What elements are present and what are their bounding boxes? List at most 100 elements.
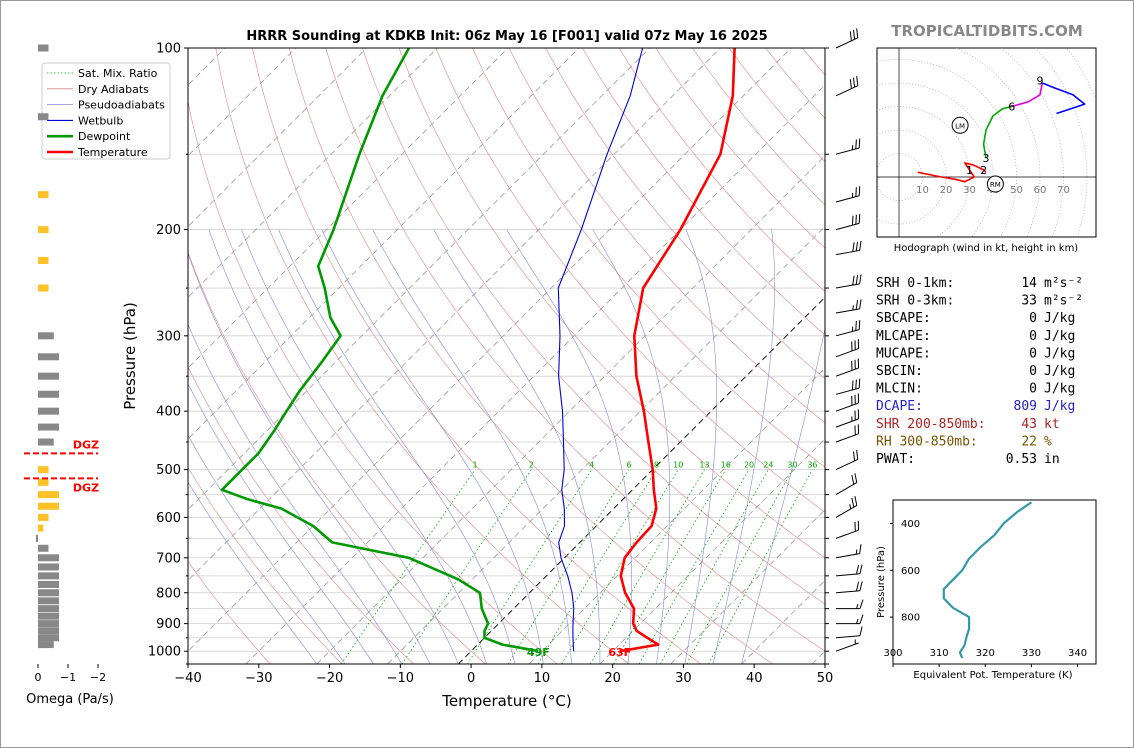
- x-tick-label: −30: [245, 671, 272, 686]
- hodograph-height-label: 9: [1037, 75, 1044, 88]
- mixing-ratio-label: 2: [529, 461, 534, 470]
- wind-barb-full: [856, 28, 859, 38]
- wind-barb-shaft: [835, 642, 859, 652]
- index-value: 14: [1021, 276, 1037, 291]
- wind-barb-shaft: [835, 387, 860, 395]
- mixing-ratio-label: 8: [654, 461, 659, 470]
- skewt-y-axis-label: Pressure (hPa): [121, 302, 139, 410]
- moist-adiabat-line: [712, 229, 775, 664]
- mixing-ratio-line: [561, 469, 679, 664]
- omega-bar: [38, 563, 59, 571]
- isotherm-line: [188, 48, 509, 369]
- wind-barb: [835, 449, 859, 471]
- index-label: SBCIN:: [876, 364, 923, 379]
- omega-bar: [38, 423, 59, 431]
- wind-barb: [835, 240, 862, 256]
- wind-barb-shaft: [835, 85, 858, 97]
- wind-barb-full: [858, 138, 861, 149]
- wind-barb: [835, 564, 863, 577]
- omega-bar: [38, 589, 59, 597]
- dry-adiabat-line: [545, 48, 825, 380]
- omega-bar: [38, 634, 59, 642]
- theta-e-panel: 300 310 320 330 340 400 600 800: [883, 501, 1087, 667]
- wind-barb-shaft: [835, 329, 860, 337]
- wind-barb-full: [856, 449, 859, 460]
- storm-motion-label: LM: [955, 122, 965, 130]
- index-value: 0.53: [1006, 452, 1037, 467]
- omega-x-tick-label: −2: [90, 671, 106, 684]
- isotherm-line: [528, 367, 825, 664]
- moist-adiabat-line: [241, 229, 487, 664]
- dry-adiabat-line: [472, 48, 825, 468]
- wind-barb-full: [857, 358, 860, 369]
- y-tick-label: 500: [156, 463, 181, 478]
- wind-barb-shaft: [835, 635, 860, 639]
- omega-bar: [38, 544, 49, 552]
- wind-barb: [835, 496, 858, 518]
- hodograph-caption: Hodograph (wind in kt, height in km): [894, 243, 1079, 254]
- x-tick-label: 20: [604, 671, 621, 686]
- x-tick-label: 30: [675, 671, 692, 686]
- mixing-ratio-label: 10: [673, 461, 683, 470]
- wind-barb-full: [852, 29, 856, 40]
- index-unit: m²s⁻²: [1044, 276, 1083, 291]
- index-value: 22: [1021, 434, 1037, 449]
- y-tick-label: 300: [156, 329, 181, 344]
- index-unit: %: [1044, 434, 1052, 449]
- omega-bar: [38, 478, 49, 486]
- omega-panel: 0 −1 −2 DGZ DGZ: [24, 44, 106, 684]
- legend-label: Sat. Mix. Ratio: [78, 67, 158, 80]
- wind-barb-full: [857, 409, 860, 419]
- isotherm-line: [458, 296, 825, 664]
- wind-barb: [835, 28, 859, 49]
- wind-barb-full: [851, 497, 855, 508]
- hodograph: 1020304050607012369LMRM: [877, 48, 1096, 237]
- index-value: 0: [1029, 382, 1037, 397]
- surface-dewpoint-label: 49F: [527, 646, 550, 659]
- index-label: MLCAPE:: [876, 329, 931, 344]
- hodograph-frame: [876, 47, 1097, 238]
- dry-adiabat-line: [252, 48, 701, 664]
- omega-bar: [38, 612, 59, 620]
- hodograph-ring-label: 10: [916, 185, 929, 196]
- skewt-axes: −40 −30 −20 −10 0 10 20 30 40 50 100 200 300 400 500 60…: [148, 42, 833, 687]
- index-unit: J/kg: [1044, 329, 1075, 344]
- wind-barb-shaft: [835, 590, 860, 594]
- hodograph-trace: [982, 105, 1012, 159]
- wind-barb-full: [849, 31, 852, 41]
- index-unit: J/kg: [1044, 311, 1075, 326]
- omega-bar: [38, 524, 44, 532]
- mixing-ratio-line: [507, 469, 630, 664]
- omega-bar: [38, 502, 59, 510]
- omega-bar: [38, 597, 59, 605]
- hodograph-ring-label: 20: [940, 185, 953, 196]
- index-unit: J/kg: [1044, 399, 1075, 414]
- wind-barb: [835, 186, 861, 203]
- wind-barb-half: [856, 603, 859, 609]
- dry-adiabat-line: [582, 48, 825, 336]
- storm-motion-marker: [986, 175, 1004, 193]
- y-tick-label: 400: [156, 405, 181, 420]
- wind-barb-full: [854, 340, 856, 350]
- omega-bar: [38, 191, 49, 199]
- wind-barb-full: [857, 339, 860, 349]
- moist-adiabat-line: [208, 229, 459, 664]
- wind-barb-full: [859, 564, 863, 574]
- wind-barb-half: [849, 504, 852, 510]
- wind-barb-full: [859, 614, 864, 624]
- moist-adiabat-line: [188, 481, 318, 664]
- moist-adiabat-line: [321, 229, 544, 664]
- theta-e-frame: [892, 499, 1097, 665]
- index-unit: m²s⁻²: [1044, 294, 1083, 309]
- wind-barb-shaft: [835, 504, 858, 518]
- wind-barb-full: [858, 213, 861, 224]
- wind-barb-full: [859, 240, 862, 251]
- moist-adiabat-line: [684, 229, 717, 664]
- wind-barb-full: [854, 425, 856, 436]
- wind-barb-full: [858, 320, 861, 330]
- wind-barb-full: [859, 274, 862, 284]
- omega-bar: [38, 554, 59, 562]
- y-tick-label: 100: [156, 42, 181, 57]
- omega-bar: [38, 572, 59, 580]
- wind-barb-full: [857, 424, 860, 434]
